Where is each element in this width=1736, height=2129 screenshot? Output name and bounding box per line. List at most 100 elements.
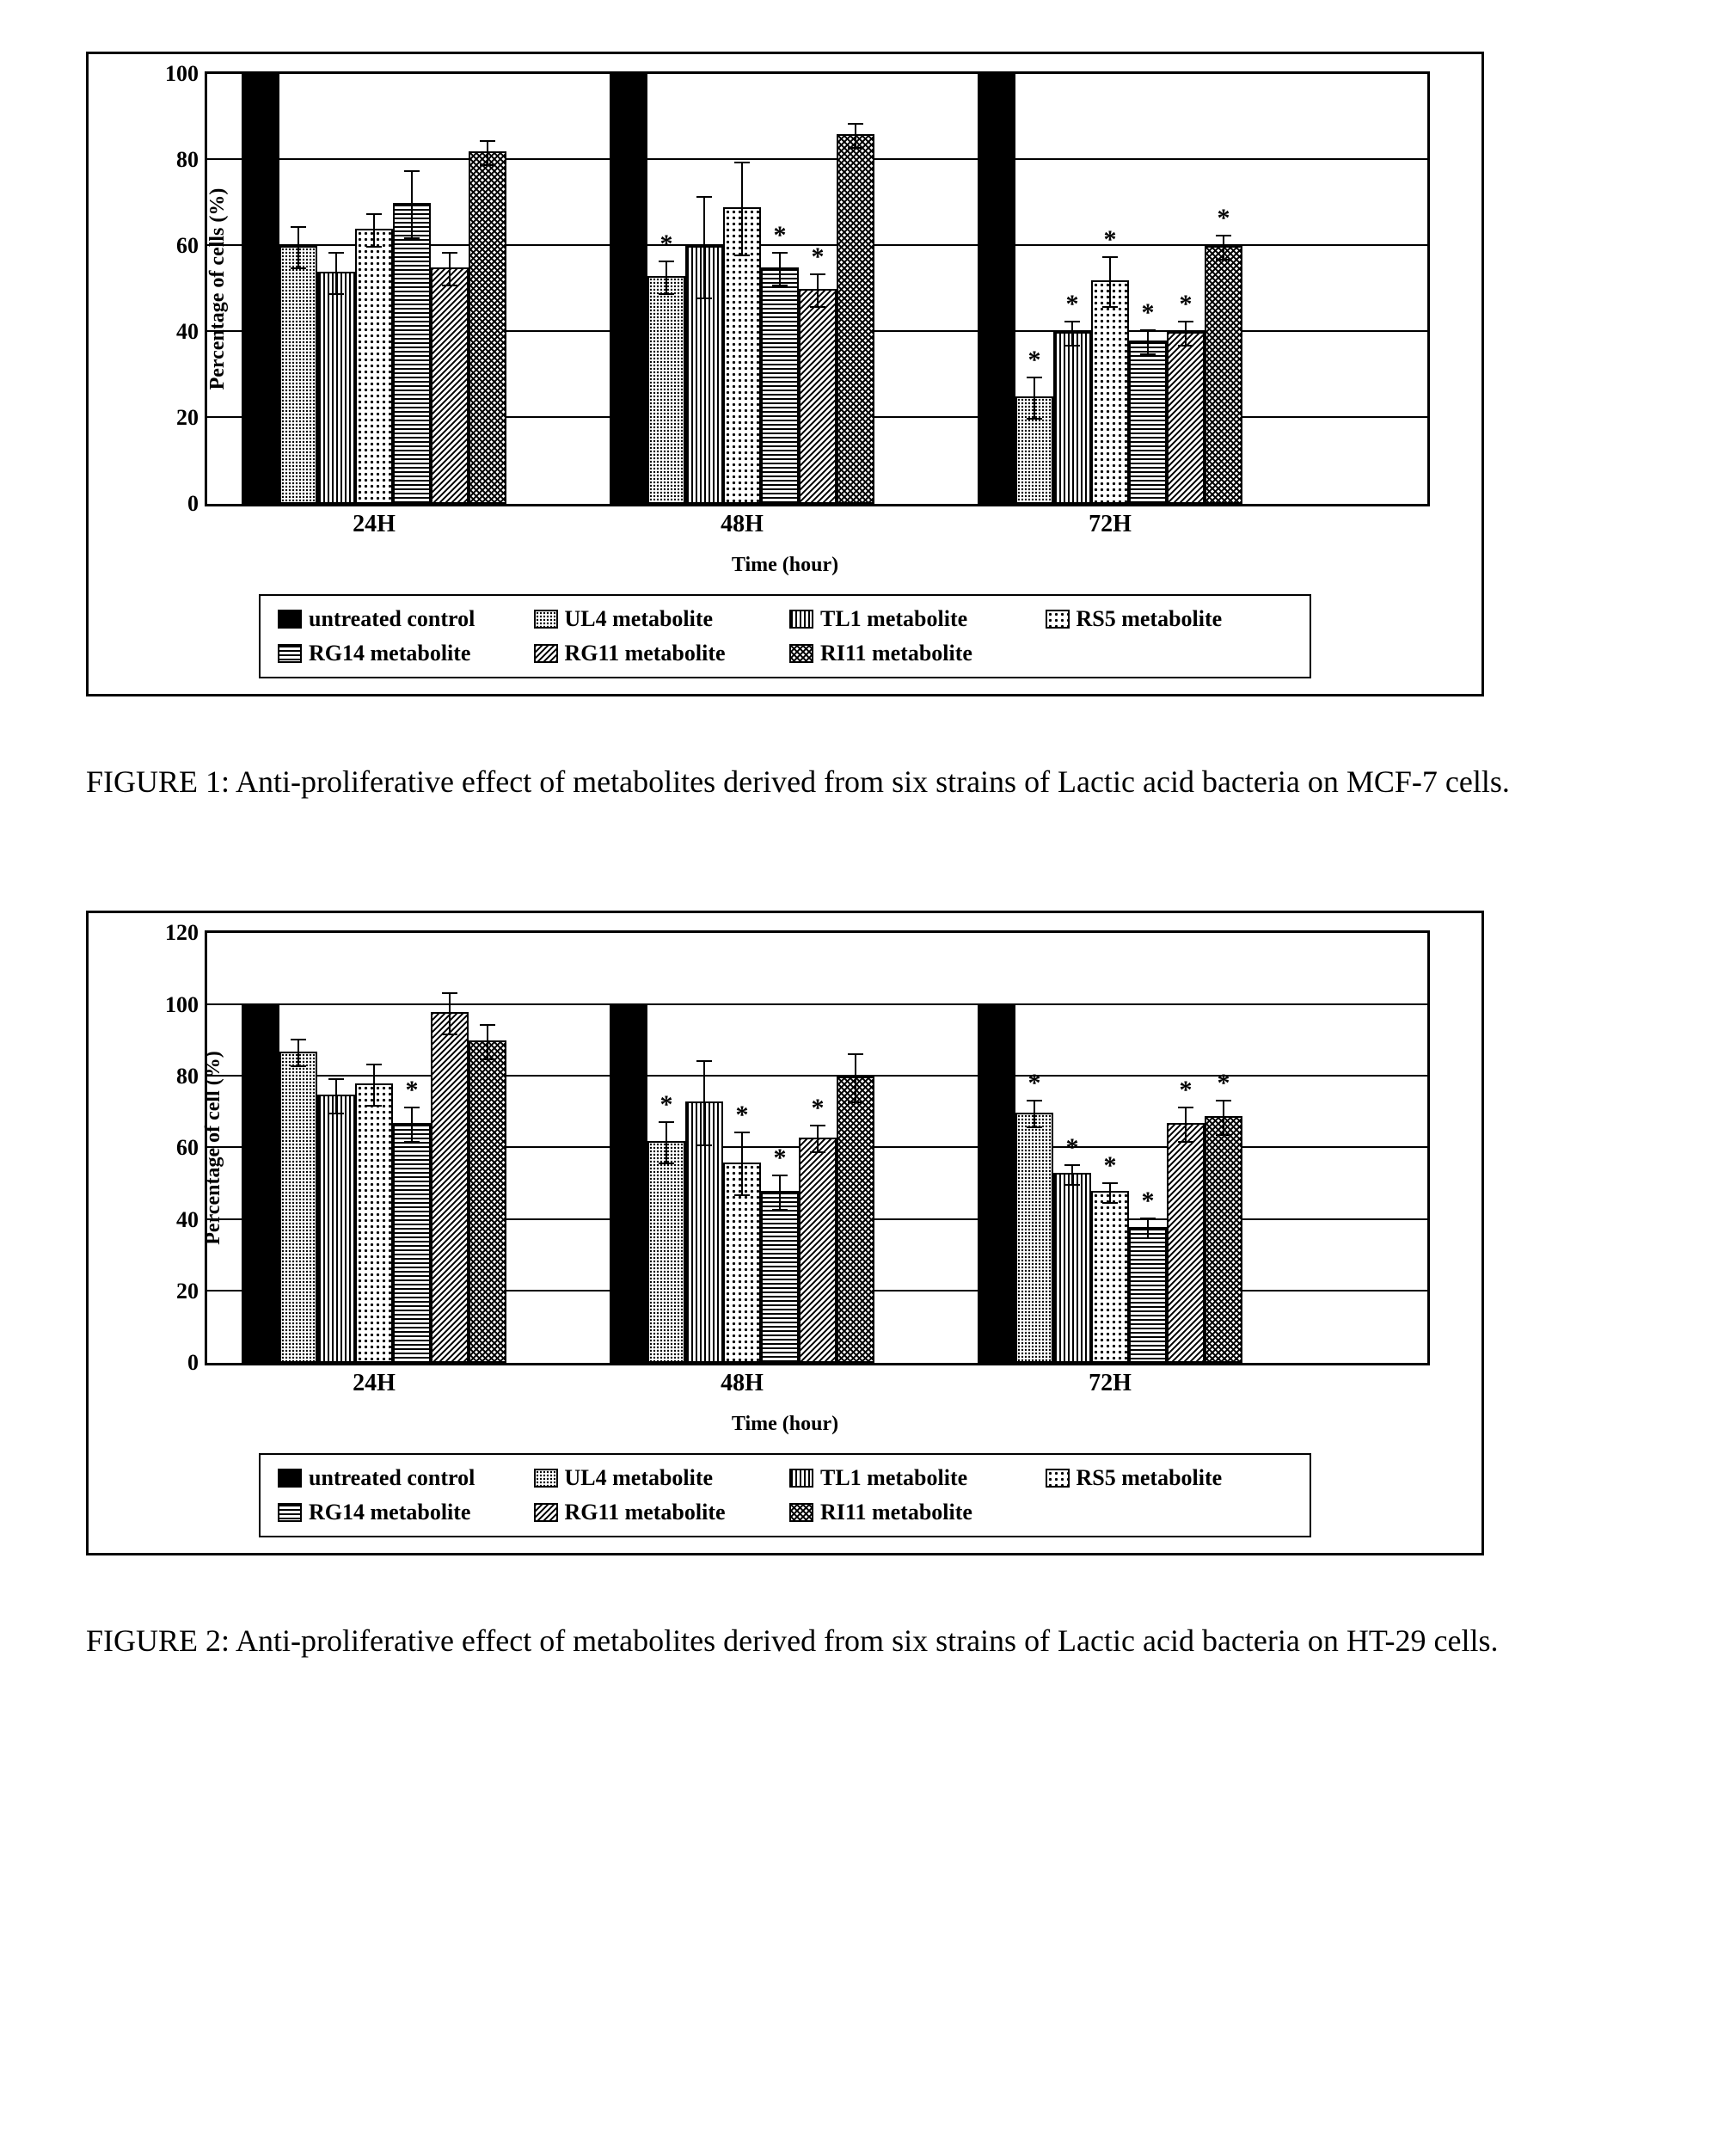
legend-item-control: untreated control xyxy=(278,606,525,632)
legend: untreated control UL4 metabolite TL1 metab… xyxy=(259,1453,1311,1537)
y-tick-label: 60 xyxy=(156,1135,199,1161)
bar-ul4: * xyxy=(647,1141,685,1363)
bar-rg11: * xyxy=(1167,1123,1205,1363)
bar-ri11 xyxy=(469,151,506,504)
legend-swatch xyxy=(789,644,813,663)
bar-rs5: * xyxy=(723,1163,761,1363)
figure-caption: FIGURE 1: Anti-proliferative effect of m… xyxy=(86,748,1650,816)
legend-label: RG14 metabolite xyxy=(309,641,470,666)
significance-star: * xyxy=(1028,346,1041,375)
legend-item-rg14: RG14 metabolite xyxy=(278,1500,525,1525)
bar-control xyxy=(242,1005,279,1364)
figure-block: Percentage of cell (%)020406080100120*24… xyxy=(86,911,1650,1675)
y-tick-label: 80 xyxy=(156,1064,199,1089)
significance-star: * xyxy=(1142,298,1155,328)
bar-group: * xyxy=(242,1005,506,1364)
bar-ul4: * xyxy=(647,276,685,504)
significance-star: * xyxy=(812,242,825,272)
x-tick-label: 24H xyxy=(353,1370,396,1397)
legend-item-rs5: RS5 metabolite xyxy=(1046,1465,1293,1491)
figure-caption: FIGURE 2: Anti-proliferative effect of m… xyxy=(86,1607,1650,1675)
figure-caption-label: FIGURE 2 xyxy=(86,1623,221,1658)
legend-item-ul4: UL4 metabolite xyxy=(534,606,782,632)
bar-rg11: * xyxy=(799,289,837,504)
y-tick-label: 80 xyxy=(156,147,199,173)
bar-ul4: * xyxy=(1015,396,1053,504)
significance-star: * xyxy=(1066,290,1079,319)
plot-area: Percentage of cell (%)020406080100120*24… xyxy=(205,930,1430,1365)
legend-label: TL1 metabolite xyxy=(820,1465,967,1491)
bar-rg11: * xyxy=(1167,332,1205,504)
bar-tl1 xyxy=(317,1095,355,1364)
bar-rg14: * xyxy=(761,1191,799,1363)
bar-tl1 xyxy=(317,272,355,504)
bar-control xyxy=(610,1005,647,1364)
legend-label: untreated control xyxy=(309,606,475,632)
legend-item-ri11: RI11 metabolite xyxy=(789,1500,1037,1525)
bar-ri11: * xyxy=(1205,246,1242,504)
bar-rg14: * xyxy=(393,1123,431,1363)
bar-tl1 xyxy=(685,246,723,504)
legend-item-rs5: RS5 metabolite xyxy=(1046,606,1293,632)
bar-ul4 xyxy=(279,1052,317,1364)
bar-rg11: * xyxy=(799,1138,837,1364)
bar-ri11 xyxy=(837,134,874,504)
legend-label: UL4 metabolite xyxy=(565,606,714,632)
legend-item-rg11: RG11 metabolite xyxy=(534,1500,782,1525)
bar-rs5 xyxy=(723,207,761,504)
y-axis-title: Percentage of cell (%) xyxy=(202,1051,225,1244)
x-axis-title: Time (hour) xyxy=(114,554,1456,577)
significance-star: * xyxy=(1180,1076,1193,1105)
bar-rs5 xyxy=(355,1083,393,1363)
bar-control xyxy=(242,74,279,504)
chart-frame: Percentage of cell (%)020406080100120*24… xyxy=(86,911,1484,1555)
bar-rg11 xyxy=(431,1012,469,1363)
bar-ri11 xyxy=(469,1040,506,1363)
bar-tl1 xyxy=(685,1101,723,1363)
legend-item-ul4: UL4 metabolite xyxy=(534,1465,782,1491)
bar-ul4 xyxy=(279,246,317,504)
significance-star: * xyxy=(1180,290,1193,319)
legend-label: RG11 metabolite xyxy=(565,1500,726,1525)
legend-swatch xyxy=(278,1503,302,1522)
legend-label: RI11 metabolite xyxy=(820,1500,972,1525)
y-tick-label: 20 xyxy=(156,405,199,431)
bar-ul4: * xyxy=(1015,1113,1053,1364)
legend-label: RG14 metabolite xyxy=(309,1500,470,1525)
x-tick-label: 72H xyxy=(1089,1370,1132,1397)
bar-group: **** xyxy=(610,1005,874,1364)
y-axis-title: Percentage of cells (%) xyxy=(206,188,230,390)
bar-control xyxy=(978,1005,1015,1364)
bar-control xyxy=(610,74,647,504)
x-axis-title: Time (hour) xyxy=(114,1413,1456,1436)
legend-swatch xyxy=(789,610,813,629)
legend-label: RS5 metabolite xyxy=(1077,606,1223,632)
legend-label: RG11 metabolite xyxy=(565,641,726,666)
legend-label: RS5 metabolite xyxy=(1077,1465,1223,1491)
y-tick-label: 40 xyxy=(156,1207,199,1233)
y-tick-label: 40 xyxy=(156,319,199,345)
bar-group: ****** xyxy=(978,1005,1242,1364)
bar-tl1: * xyxy=(1053,1173,1091,1363)
legend-swatch xyxy=(1046,1469,1070,1488)
x-tick-label: 48H xyxy=(721,511,764,538)
figure-caption-label: FIGURE 1 xyxy=(86,764,221,799)
significance-star: * xyxy=(774,1144,787,1173)
legend-swatch xyxy=(1046,610,1070,629)
bar-rg14: * xyxy=(1129,341,1167,504)
figure-caption-text: : Anti-proliferative effect of metabolit… xyxy=(221,764,1510,799)
significance-star: * xyxy=(1142,1187,1155,1216)
bar-group: ****** xyxy=(978,74,1242,504)
legend-item-control: untreated control xyxy=(278,1465,525,1491)
significance-star: * xyxy=(774,221,787,250)
legend-swatch xyxy=(534,644,558,663)
bar-rg14: * xyxy=(1129,1227,1167,1363)
significance-star: * xyxy=(1218,204,1230,233)
y-tick-label: 100 xyxy=(156,992,199,1018)
y-tick-label: 0 xyxy=(156,1350,199,1376)
bar-group xyxy=(242,74,506,504)
bar-rg14 xyxy=(393,203,431,504)
legend-swatch xyxy=(534,1469,558,1488)
significance-star: * xyxy=(406,1076,419,1105)
legend-item-tl1: TL1 metabolite xyxy=(789,1465,1037,1491)
